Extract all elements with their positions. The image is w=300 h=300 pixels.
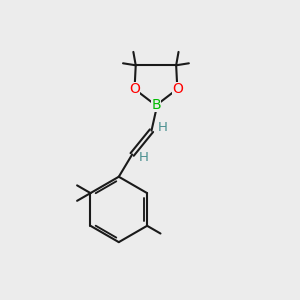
Text: O: O: [172, 82, 183, 96]
Text: B: B: [151, 98, 161, 112]
Text: H: H: [139, 151, 148, 164]
Text: H: H: [158, 121, 168, 134]
Text: O: O: [129, 82, 140, 96]
